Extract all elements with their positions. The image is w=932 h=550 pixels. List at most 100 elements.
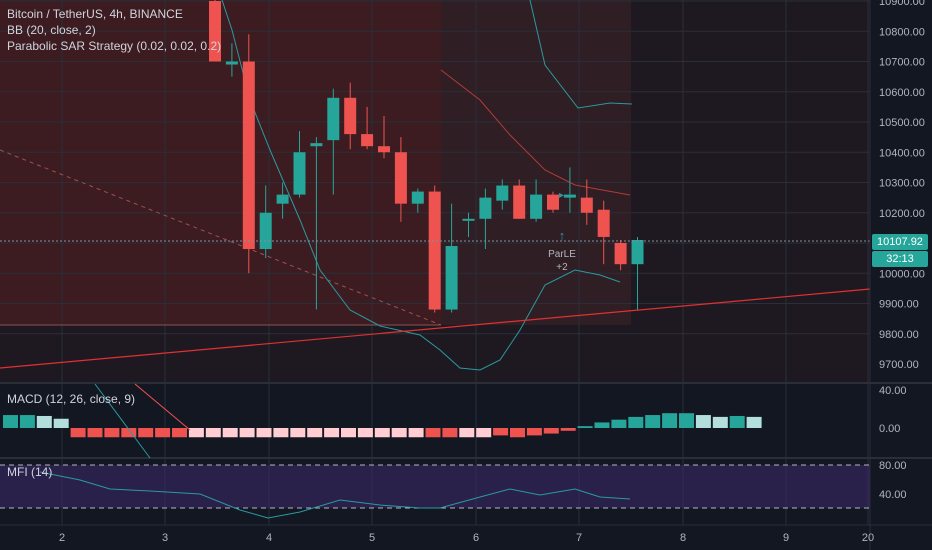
macd-bar [391,428,407,438]
mfi-band [0,465,870,508]
macd-bar [172,428,187,438]
price-axis-label: 10800.00 [879,26,925,38]
macd-bar [138,428,154,438]
time-axis-label: 8 [680,532,686,544]
candle-body [242,61,255,250]
mfi-axis-label: 80.00 [879,460,907,472]
macd-bar [695,415,711,428]
signal-line [134,383,191,431]
macd-bar [611,419,627,428]
bb-upper-band [529,0,633,109]
macd-bar [53,418,69,428]
macd-bar [577,426,593,428]
macd-bar [560,428,576,431]
macd-bar [273,428,289,438]
bb-legend: BB (20, close, 2) [7,23,96,37]
mfi-line [39,471,631,519]
price-axis-label: 10300.00 [879,178,925,190]
price-axis-label: 10500.00 [879,117,925,129]
macd-bar [425,428,441,438]
candle-body [445,246,458,310]
price-axis-label: 10700.00 [879,57,925,69]
macd-bar [442,428,458,438]
time-axis-label: 20 [862,532,874,544]
time-axis-label: 6 [473,532,479,544]
macd-bar [746,416,762,428]
countdown-tag: 32:13 [872,251,928,267]
price-axis-label: 10000.00 [879,268,925,280]
macd-bar [679,413,694,428]
time-axis-label: 3 [162,532,168,544]
mfi-axis-label: 40.00 [879,489,907,501]
macd-bar [188,428,204,438]
sar-marker: ▸ [559,190,564,201]
macd-bar [290,428,306,438]
price-axis-label: 10400.00 [879,147,925,159]
time-axis-label: 7 [576,532,582,544]
macd-bar [510,428,525,438]
macd-bar [526,428,542,436]
candle-body [394,152,407,204]
macd-bar [222,428,238,438]
macd-bar [256,428,272,438]
candle-body [344,97,357,135]
support-trendline [0,288,871,369]
signal-arrow: ↑ [559,228,566,243]
candle-body [361,134,374,147]
macd-axis-label: 40.00 [879,385,907,397]
candle-body [276,194,289,204]
signal-value: +2 [556,262,568,273]
macd-bar [357,428,373,438]
candle-body [378,146,390,153]
macd-bar [628,416,644,428]
macd-bar [662,413,678,428]
price-axis-label: 9800.00 [879,329,919,341]
macd-bar [712,416,728,428]
macd-axis-label: 0.00 [879,423,900,435]
bb-lower-band [221,0,621,371]
price-axis-label: 9700.00 [879,359,919,371]
macd-bar [19,415,35,428]
candle-body [547,194,559,210]
macd-legend: MACD (12, 26, close, 9) [7,392,136,406]
candle-body [428,191,441,310]
price-axis-label: 10900.00 [879,0,925,8]
signal-label: ParLE [548,249,576,260]
time-axis-label: 9 [783,532,789,544]
candle-body [496,185,509,201]
macd-bar [341,428,356,438]
macd-bar [36,415,52,428]
symbol-legend: Bitcoin / TetherUS, 4h, BINANCE [7,7,183,21]
candle-body [563,194,576,198]
candle-body [580,197,593,213]
candle-body [259,212,272,250]
macd-bar [70,428,86,438]
dashed-trend-line [0,149,442,326]
macd-bar [645,415,661,428]
candle-body [614,243,627,265]
candle-body [513,185,526,219]
candle-body [310,143,323,147]
macd-bar [205,428,221,438]
price-axis-label: 9900.00 [879,299,919,311]
candle-body [479,197,492,219]
candle-body [209,1,221,62]
candle-body [293,152,306,195]
sar-legend: Parabolic SAR Strategy (0.02, 0.02, 0.2) [7,39,222,53]
macd-bar [594,422,610,428]
candle-body [631,239,644,265]
macd-bar [374,428,390,438]
candle-body [327,97,340,141]
macd-bar [307,428,323,438]
macd-bar [3,415,18,428]
macd-bar [493,428,509,436]
candle-body [597,209,610,237]
macd-line [94,383,151,459]
time-axis-label: 5 [369,532,375,544]
macd-bar [155,428,171,438]
candle-body [225,61,238,65]
candle-body [530,194,543,219]
current-price-tag: 10107.92 [872,234,928,250]
price-axis-label: 10600.00 [879,87,925,99]
